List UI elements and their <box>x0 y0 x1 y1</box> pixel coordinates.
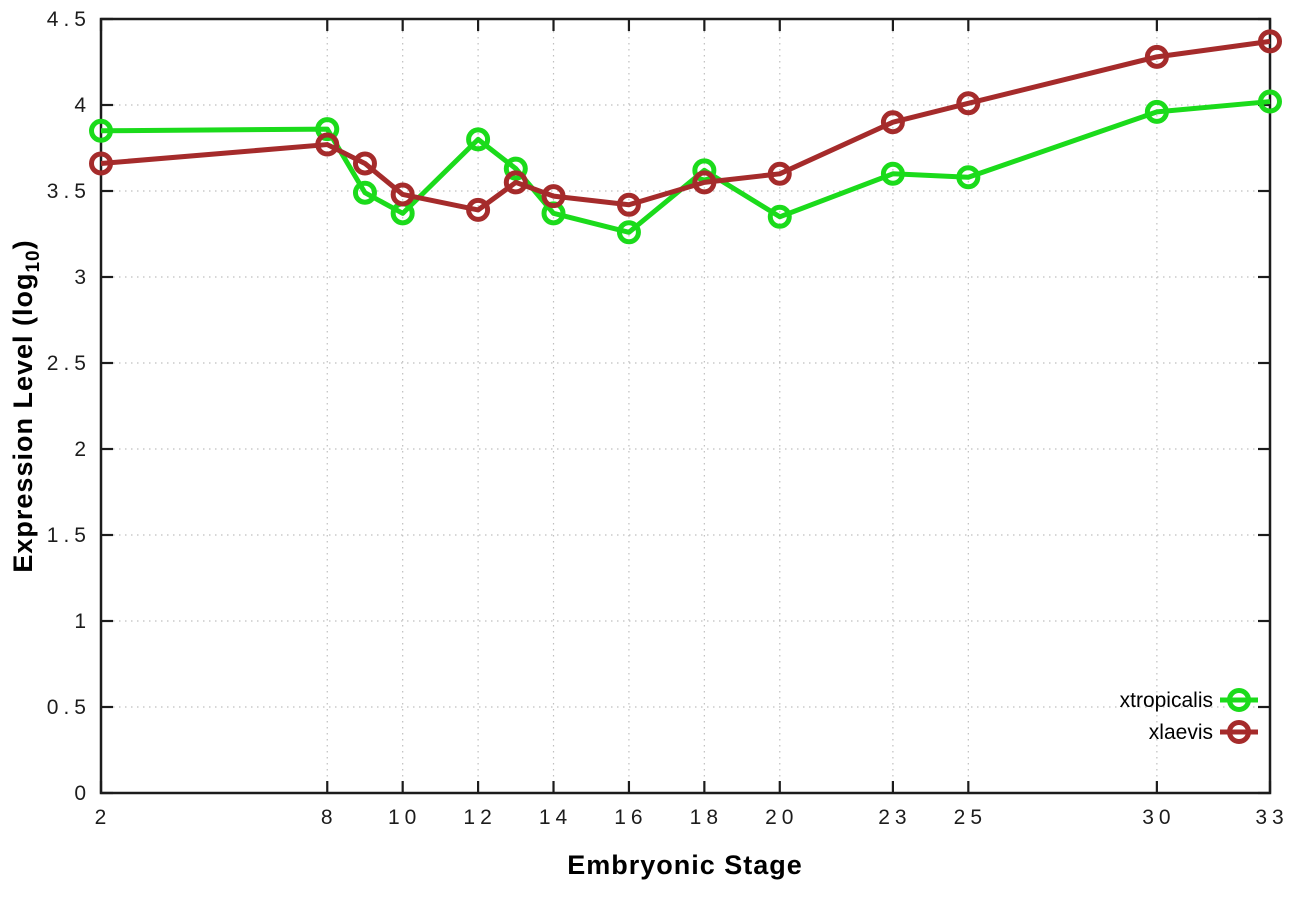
y-axis-label-prefix: Expression Level (log <box>8 273 38 573</box>
tick-label-x-14: 14 <box>539 806 572 829</box>
tick-label-y-3.5: 3.5 <box>47 180 91 203</box>
series-layer <box>89 29 1282 245</box>
point-xtropicalis-stage-20 <box>767 204 792 229</box>
tick-label-x-33: 33 <box>1255 806 1288 829</box>
tick-label-y-2: 2 <box>74 438 91 461</box>
point-xlaevis-stage-12 <box>466 197 491 222</box>
tick-label-x-20: 20 <box>765 806 798 829</box>
tick-label-x-23: 23 <box>878 806 911 829</box>
point-xtropicalis-stage-2 <box>89 118 113 143</box>
y-axis-label-suffix: ) <box>8 239 38 249</box>
point-xtropicalis-stage-16 <box>616 220 641 245</box>
legend-marker-xlaevis <box>1227 720 1251 744</box>
tick-label-y-1.5: 1.5 <box>47 524 91 547</box>
tick-label-x-18: 18 <box>690 806 723 829</box>
legend-marker-xtropicalis <box>1227 688 1251 712</box>
point-xtropicalis-stage-12 <box>466 127 491 152</box>
point-xtropicalis-stage-18 <box>692 158 717 183</box>
tick-label-x-30: 30 <box>1142 806 1175 829</box>
point-xlaevis-stage-30 <box>1144 44 1169 69</box>
point-xlaevis-stage-8 <box>315 132 340 157</box>
tick-label-x-16: 16 <box>614 806 647 829</box>
point-xlaevis-stage-25 <box>956 91 981 116</box>
point-xtropicalis-stage-9 <box>352 180 377 205</box>
y-axis-label: Expression Level (log10) <box>8 239 44 572</box>
point-xlaevis-stage-9 <box>352 151 377 176</box>
tick-label-y-2.5: 2.5 <box>47 352 91 375</box>
tick-label-x-8: 8 <box>321 806 338 829</box>
legend-label-xlaevis: xlaevis <box>1149 721 1213 744</box>
point-xlaevis-stage-18 <box>692 170 717 195</box>
tick-label-x-2: 2 <box>95 806 112 829</box>
point-xlaevis-stage-33 <box>1258 29 1282 54</box>
tick-label-x-12: 12 <box>463 806 496 829</box>
point-xlaevis-stage-10 <box>390 182 415 207</box>
point-xtropicalis-stage-25 <box>956 165 981 190</box>
point-xtropicalis-stage-13 <box>503 156 528 181</box>
point-xlaevis-stage-23 <box>880 110 905 135</box>
point-xlaevis-stage-13 <box>503 170 528 195</box>
y-axis-label-subscript: 10 <box>23 249 44 272</box>
tick-label-y-4.5: 4.5 <box>47 8 91 31</box>
point-xlaevis-stage-16 <box>616 192 641 217</box>
legend: xtropicalis xlaevis <box>1120 688 1258 744</box>
axis-layer <box>99 17 1272 795</box>
point-xlaevis-stage-20 <box>767 161 792 186</box>
plot-border <box>99 17 1272 795</box>
point-xtropicalis-stage-30 <box>1144 99 1169 124</box>
legend-item-xtropicalis: xtropicalis <box>1120 688 1258 712</box>
point-xtropicalis-stage-8 <box>315 117 340 142</box>
tick-label-y-0.5: 0.5 <box>47 696 91 719</box>
legend-item-xlaevis: xlaevis <box>1149 720 1258 744</box>
tick-label-y-4: 4 <box>74 94 91 117</box>
point-xtropicalis-stage-23 <box>880 161 905 186</box>
point-xtropicalis-stage-33 <box>1258 89 1282 114</box>
tick-label-x-10: 10 <box>388 806 421 829</box>
tick-label-y-1: 1 <box>74 610 91 633</box>
tick-label-y-3: 3 <box>74 266 91 289</box>
legend-label-xtropicalis: xtropicalis <box>1120 689 1213 712</box>
tick-label-layer: 2 8 10 12 14 16 18 20 23 25 30 33 0 0.5 1 1.5 2 2.5 3 3.5 4 4… <box>47 8 1288 829</box>
tick-label-y-0: 0 <box>74 782 91 805</box>
x-axis-label: Embryonic Stage <box>567 850 803 880</box>
point-xlaevis-stage-14 <box>541 184 566 209</box>
tick-label-x-25: 25 <box>954 806 987 829</box>
point-xlaevis-stage-2 <box>89 151 113 176</box>
